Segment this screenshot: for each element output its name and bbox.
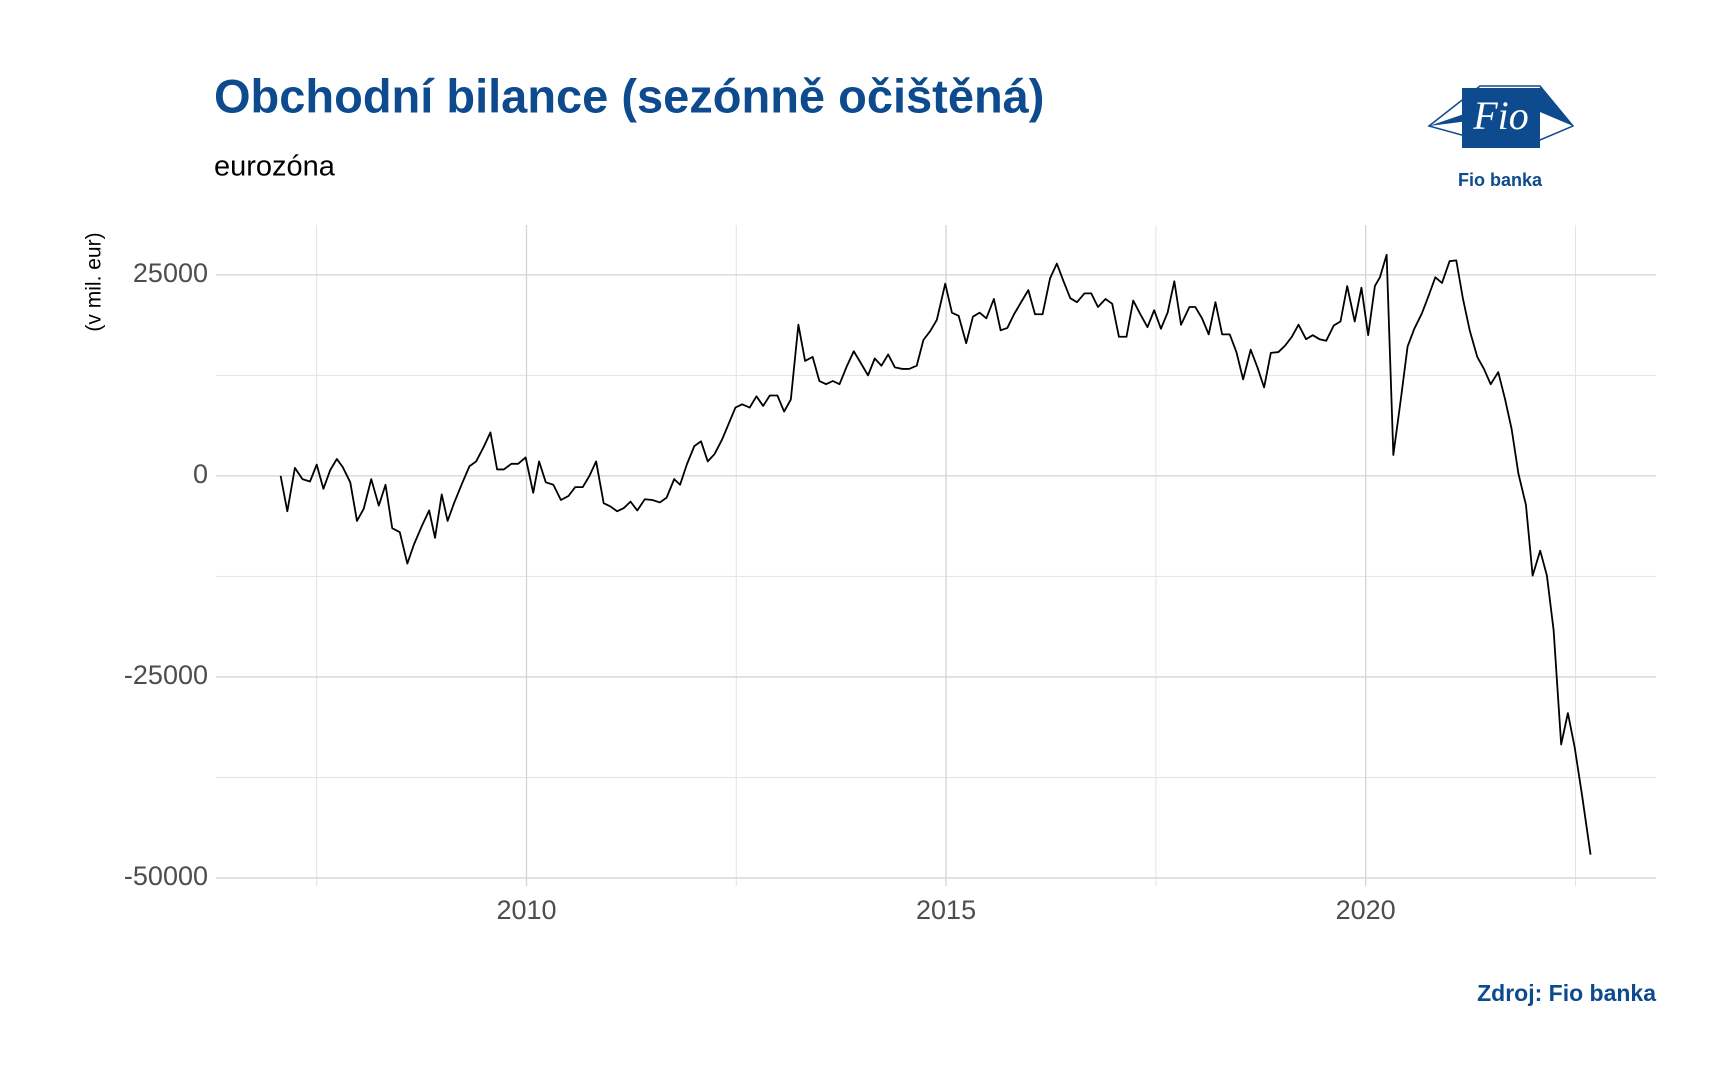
y-tick-label: -50000: [124, 861, 208, 891]
logo-text: Fio: [1472, 93, 1529, 138]
x-tick-label: 2015: [916, 895, 976, 925]
chart-title: Obchodní bilance (sezónně očištěná): [214, 69, 1044, 122]
logo: Fio Fio banka: [1427, 85, 1575, 190]
x-tick-label: 2010: [496, 895, 556, 925]
y-tick-label: 0: [193, 459, 208, 489]
y-axis-label: (v mil. eur): [83, 232, 106, 331]
logo-caption: Fio banka: [1458, 170, 1543, 190]
chart-subtitle: eurozóna: [214, 151, 336, 183]
source: Zdroj: Fio banka: [1477, 980, 1656, 1006]
data-line: [279, 253, 1592, 855]
x-tick-label: 2020: [1336, 895, 1396, 925]
y-tick-label: 25000: [133, 258, 208, 288]
y-tick-label: -25000: [124, 660, 208, 690]
logo-box: [1462, 88, 1540, 148]
